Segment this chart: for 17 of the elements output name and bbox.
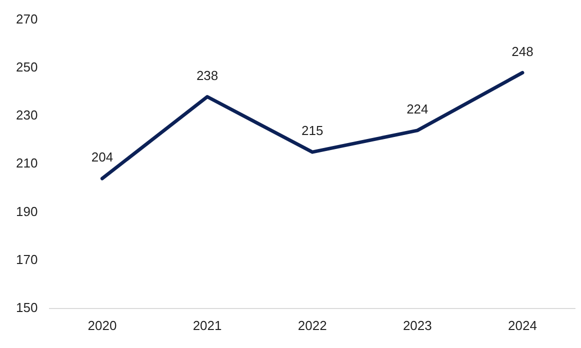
x-tick-label: 2020	[88, 318, 117, 333]
y-tick-label: 190	[16, 204, 38, 219]
y-tick-label: 230	[16, 108, 38, 123]
data-label: 238	[196, 68, 218, 83]
data-label: 204	[91, 150, 114, 165]
x-tick-label: 2024	[508, 318, 537, 333]
y-tick-label: 170	[16, 252, 38, 267]
y-tick-label: 150	[16, 300, 38, 315]
y-tick-label: 210	[16, 156, 38, 171]
y-tick-label: 250	[16, 59, 38, 74]
data-label: 224	[406, 102, 428, 117]
y-tick-label: 270	[16, 11, 38, 26]
x-tick-label: 2023	[402, 318, 432, 333]
data-label: 248	[512, 44, 534, 59]
x-tick-label: 2021	[192, 318, 222, 333]
data-label: 215	[301, 123, 324, 138]
x-tick-label: 2022	[298, 318, 327, 333]
